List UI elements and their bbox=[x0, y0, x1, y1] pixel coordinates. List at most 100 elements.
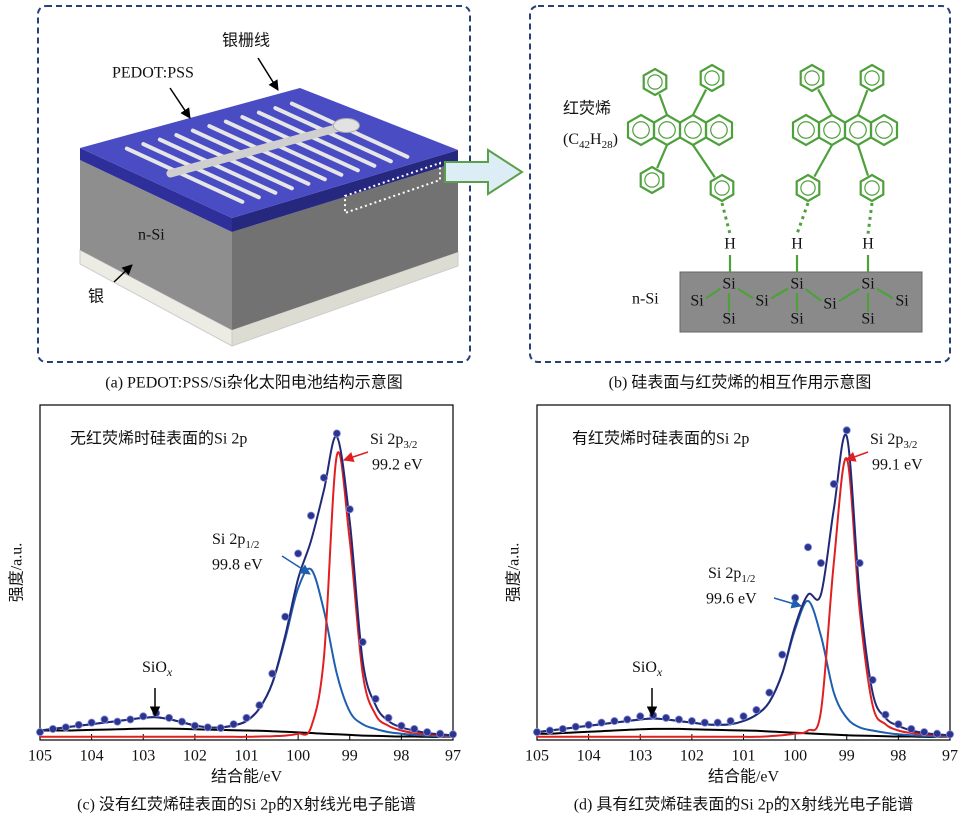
ring bbox=[654, 115, 680, 145]
data-point bbox=[204, 724, 211, 731]
label: 银 bbox=[88, 288, 104, 306]
device-illustration bbox=[80, 88, 458, 346]
peak-label-part: Si 2p bbox=[870, 431, 903, 448]
data-point bbox=[449, 731, 456, 738]
data-point bbox=[256, 702, 263, 709]
atom: Si bbox=[722, 276, 736, 293]
data-point bbox=[650, 712, 657, 719]
data-point bbox=[178, 718, 185, 725]
data-point bbox=[398, 722, 405, 729]
body: 银栅线 PEDOT:PSS n-Si 银 (a) PEDOT:PSS/Si杂化太… bbox=[0, 0, 961, 820]
figure: 银栅线 PEDOT:PSS n-Si 银 (a) PEDOT:PSS/Si杂化太… bbox=[0, 0, 961, 820]
data-point bbox=[830, 480, 837, 487]
atom: Si bbox=[690, 293, 704, 310]
data-point bbox=[701, 719, 708, 726]
data-point bbox=[153, 710, 160, 717]
x-tick-label: 105 bbox=[28, 748, 52, 765]
data-point bbox=[921, 728, 928, 735]
ring bbox=[819, 115, 845, 145]
x-tick-label: 97 bbox=[445, 748, 461, 765]
ring-inner bbox=[648, 75, 662, 89]
data-point bbox=[217, 724, 224, 731]
data-point bbox=[533, 728, 540, 735]
arrow bbox=[258, 58, 278, 90]
fit-line bbox=[537, 434, 950, 735]
ring-inner bbox=[645, 173, 659, 187]
peak-label-sub: 3/2 bbox=[903, 439, 917, 451]
data-point bbox=[372, 695, 379, 702]
x-tick-label: 104 bbox=[80, 748, 104, 765]
x-tick-label: 97 bbox=[942, 748, 958, 765]
ring bbox=[711, 175, 734, 201]
peak-label-part: Si 2p bbox=[212, 531, 245, 548]
ring bbox=[801, 65, 824, 91]
label: 银栅线 bbox=[222, 32, 270, 50]
peak-label: Si 2p1/2 bbox=[708, 565, 755, 585]
data-point bbox=[740, 713, 747, 720]
ring-inner bbox=[711, 122, 728, 139]
caption: (c) 没有红荧烯硅表面的Si 2p的X射线光电子能谱 bbox=[77, 796, 416, 814]
ring-inner bbox=[705, 71, 719, 85]
formula-part: (C bbox=[563, 131, 579, 148]
atom: Si bbox=[722, 311, 736, 328]
data-point bbox=[165, 714, 172, 721]
x-tick-label: 99 bbox=[342, 748, 358, 765]
atom: Si bbox=[861, 311, 875, 328]
atom: H bbox=[791, 236, 803, 253]
x-axis-label: 结合能/eV bbox=[708, 768, 780, 786]
formula-part: ) bbox=[613, 131, 618, 148]
ring bbox=[861, 65, 884, 91]
data-point bbox=[714, 719, 721, 726]
data-point bbox=[333, 430, 340, 437]
x-tick-label: 98 bbox=[890, 748, 906, 765]
atom: Si bbox=[861, 276, 875, 293]
atom: Si bbox=[790, 311, 804, 328]
x-tick-label: 104 bbox=[577, 748, 601, 765]
ring bbox=[845, 115, 871, 145]
ring bbox=[793, 115, 819, 145]
peak-label-sub: 1/2 bbox=[245, 539, 259, 551]
data-point bbox=[856, 559, 863, 566]
ring-inner bbox=[865, 181, 879, 195]
peak-energy: 99.8 eV bbox=[212, 557, 263, 574]
label: n-Si bbox=[138, 227, 165, 244]
data-point bbox=[359, 638, 366, 645]
ring bbox=[701, 65, 724, 91]
data-point bbox=[295, 550, 302, 557]
ring-inner bbox=[659, 122, 676, 139]
label: 红荧烯 bbox=[563, 100, 611, 118]
peak-energy: 99.6 eV bbox=[706, 591, 757, 608]
bond bbox=[657, 145, 667, 168]
data-point bbox=[101, 716, 108, 723]
formula: (C42H28) bbox=[563, 131, 618, 151]
ring-inner bbox=[876, 122, 893, 139]
ring bbox=[680, 115, 706, 145]
atom: Si bbox=[755, 293, 769, 310]
x-tick-label: 101 bbox=[235, 748, 259, 765]
data-point bbox=[637, 713, 644, 720]
x-tick-label: 102 bbox=[183, 748, 207, 765]
arrow bbox=[170, 88, 190, 118]
data-point bbox=[436, 730, 443, 737]
ring-inner bbox=[865, 71, 879, 85]
caption: (b) 硅表面与红荧烯的相互作用示意图 bbox=[609, 373, 872, 392]
label: n-Si bbox=[632, 291, 659, 308]
oxide-label-sub: x bbox=[656, 665, 663, 679]
ring bbox=[628, 115, 654, 145]
ring-inner bbox=[805, 71, 819, 85]
data-point bbox=[882, 711, 889, 718]
peak-label-sub: 1/2 bbox=[741, 573, 755, 585]
ring-inner bbox=[798, 122, 815, 139]
data-point bbox=[675, 716, 682, 723]
data-point bbox=[611, 717, 618, 724]
data-point bbox=[869, 676, 876, 683]
page: Figure {"panel_a": {"grid_label": "银栅线",… bbox=[0, 0, 961, 820]
data-point bbox=[753, 706, 760, 713]
bond bbox=[858, 145, 868, 176]
data-point bbox=[546, 727, 553, 734]
peak-arrow bbox=[344, 452, 368, 460]
data-point bbox=[140, 713, 147, 720]
data-point bbox=[320, 474, 327, 481]
peak-label-part: Si 2p bbox=[708, 565, 741, 582]
ring-inner bbox=[824, 122, 841, 139]
